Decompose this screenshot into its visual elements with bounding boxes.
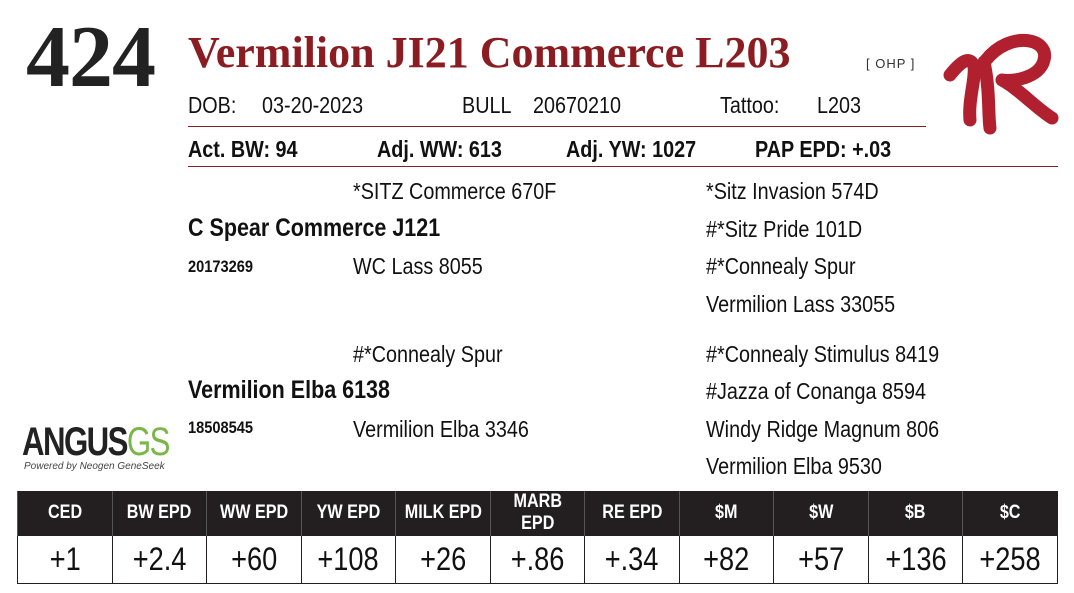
tattoo-value: L203	[817, 92, 862, 118]
epd-value-ced: +1	[17, 535, 113, 584]
pedigree-ss-sire: *Sitz Invasion 574D	[706, 178, 879, 204]
pedigree-sire-reg: 20173269	[188, 257, 254, 276]
epd-value-yw: +108	[300, 535, 397, 584]
pedigree-sire-dam: WC Lass 8055	[353, 253, 483, 279]
dob-value: 03-20-2023	[262, 92, 364, 118]
angus-gs-logo: ANGUSGS Powered by Neogen GeneSeek	[22, 422, 210, 472]
epd-value-milk: +26	[395, 535, 491, 584]
angus-logo-word: ANGUS	[22, 420, 128, 464]
lot-number: 424	[26, 9, 156, 106]
adjusted-yearling-weight: Adj. YW: 1027	[566, 136, 697, 162]
pap-epd: PAP EPD: +.03	[755, 136, 892, 162]
pedigree-dam-dam: Vermilion Elba 3346	[353, 416, 529, 442]
divider-bottom	[188, 166, 1058, 167]
tag-label: [ OHP ]	[866, 56, 916, 71]
epd-value-re: +.34	[584, 535, 680, 584]
pedigree-sd-dam: Vermilion Lass 33055	[706, 291, 896, 317]
epd-header-bw: BW EPD	[111, 491, 207, 536]
angus-logo-tagline: Powered by Neogen GeneSeek	[24, 461, 165, 472]
epd-header-ww: WW EPD	[206, 491, 302, 536]
angus-logo-gs: GS	[126, 420, 171, 464]
pedigree-dd-dam: Vermilion Elba 9530	[706, 453, 882, 479]
sex-label: BULL	[462, 92, 512, 118]
epd-value-ww: +60	[206, 535, 302, 584]
epd-header-m: $M	[678, 491, 774, 536]
epd-table: CED BW EPD WW EPD YW EPD MILK EPD MARB E…	[17, 491, 1058, 584]
epd-value-c: +258	[962, 535, 1058, 584]
registration-number: 20670210	[533, 92, 622, 118]
epd-header-c: $C	[962, 491, 1058, 536]
adjusted-weaning-weight: Adj. WW: 613	[377, 136, 502, 162]
epd-header-re: RE EPD	[584, 491, 680, 536]
pedigree-dam-sire: #*Connealy Spur	[353, 341, 503, 367]
epd-header-yw: YW EPD	[300, 491, 396, 536]
animal-name: Vermilion JI21 Commerce L203	[188, 28, 791, 77]
pedigree-sire: C Spear Commerce J121	[188, 214, 441, 242]
epd-header-marb: MARB EPD	[489, 491, 585, 536]
epd-header-ced: CED	[17, 491, 113, 536]
epd-value-marb: +.86	[489, 535, 586, 584]
pedigree-dam: Vermilion Elba 6138	[188, 376, 390, 404]
dob-label: DOB:	[188, 92, 237, 118]
epd-value-bw: +2.4	[111, 535, 208, 584]
pedigree-ds-dam: #Jazza of Conanga 8594	[706, 378, 926, 404]
pedigree-ss-dam: #*Sitz Pride 101D	[706, 216, 863, 242]
epd-value-w: +57	[773, 535, 869, 584]
pedigree-sd-sire: #*Connealy Spur	[706, 253, 856, 279]
epd-header-row: CED BW EPD WW EPD YW EPD MILK EPD MARB E…	[17, 491, 1058, 536]
actual-birth-weight: Act. BW: 94	[188, 136, 298, 162]
pedigree-dam-reg: 18508545	[188, 418, 254, 437]
vermilion-brand-logo	[943, 33, 1059, 135]
epd-header-b: $B	[867, 491, 963, 536]
pedigree-ds-sire: #*Connealy Stimulus 8419	[706, 341, 940, 367]
tattoo-label: Tattoo:	[720, 92, 780, 118]
divider-top	[188, 126, 926, 127]
epd-value-row: +1 +2.4 +60 +108 +26 +.86 +.34 +82 +57 +…	[17, 535, 1058, 584]
pedigree-dd-sire: Windy Ridge Magnum 806	[706, 416, 940, 442]
epd-value-m: +82	[678, 535, 775, 584]
epd-header-w: $W	[773, 491, 869, 536]
epd-value-b: +136	[867, 535, 964, 584]
pedigree-sire-sire: *SITZ Commerce 670F	[353, 178, 557, 204]
epd-header-milk: MILK EPD	[395, 491, 491, 536]
